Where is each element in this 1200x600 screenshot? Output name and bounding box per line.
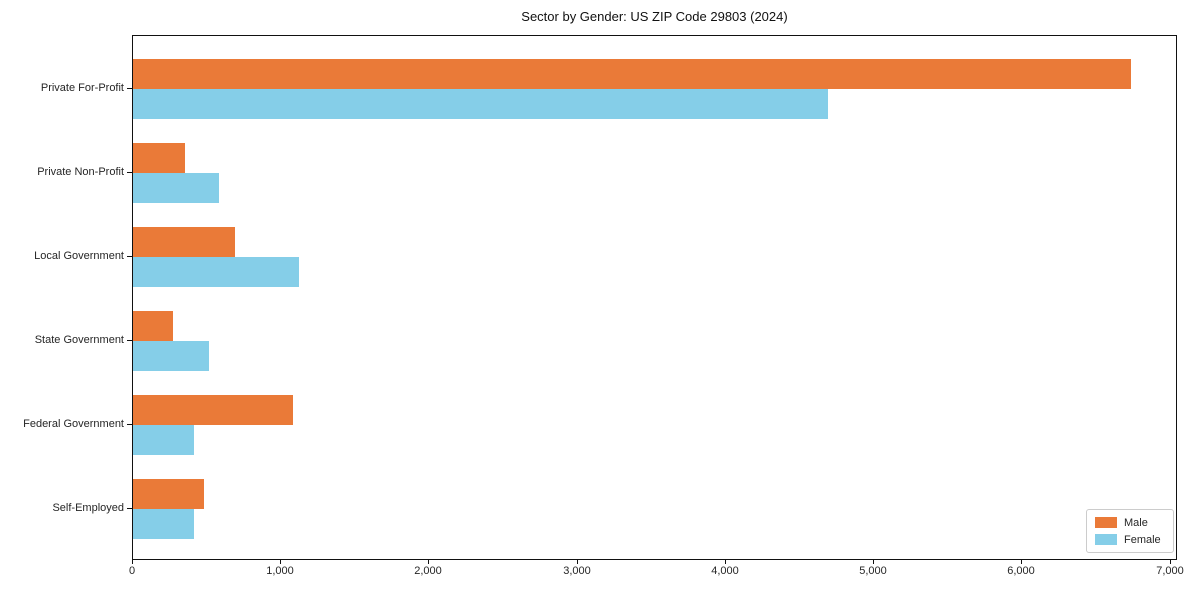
y-axis-label-private-non-profit: Private Non-Profit	[37, 166, 124, 178]
legend-label: Female	[1124, 533, 1161, 546]
bar-male-local-government	[133, 227, 235, 257]
legend-swatch-female	[1095, 534, 1117, 545]
x-tick-mark	[577, 560, 578, 564]
x-axis-tick-label: 7,000	[1156, 565, 1184, 577]
bar-male-private-non-profit	[133, 143, 185, 173]
x-tick-mark	[725, 560, 726, 564]
bar-male-self-employed	[133, 479, 204, 509]
x-axis-tick-label: 3,000	[563, 565, 591, 577]
bar-female-self-employed	[133, 509, 194, 539]
legend-entry-male: Male	[1095, 517, 1173, 529]
x-axis-tick-label: 2,000	[414, 565, 442, 577]
y-axis-label-state-government: State Government	[34, 334, 124, 346]
x-tick-mark	[873, 560, 874, 564]
bar-female-private-for-profit	[133, 89, 828, 119]
x-axis-tick-label: 4,000	[711, 565, 739, 577]
y-tick-mark	[127, 424, 132, 425]
bar-female-state-government	[133, 341, 209, 371]
bar-male-private-for-profit	[133, 59, 1131, 89]
y-axis-label-private-for-profit: Private For-Profit	[40, 82, 124, 94]
x-axis-tick-label: 0	[128, 565, 136, 577]
bar-male-federal-government	[133, 395, 293, 425]
y-axis-label-self-employed: Self-Employed	[52, 502, 124, 514]
x-tick-mark	[1021, 560, 1022, 564]
bar-male-state-government	[133, 311, 173, 341]
chart-title: Sector by Gender: US ZIP Code 29803 (202…	[521, 9, 788, 24]
bar-female-local-government	[133, 257, 299, 287]
x-tick-mark	[280, 560, 281, 564]
x-tick-mark	[132, 560, 133, 564]
y-tick-mark	[127, 508, 132, 509]
x-axis-tick-label: 1,000	[266, 565, 294, 577]
plot-area	[132, 35, 1177, 560]
legend-label: Male	[1124, 516, 1148, 529]
legend-entry-female: Female	[1095, 534, 1173, 546]
bar-female-private-non-profit	[133, 173, 219, 203]
legend: Male Female	[1086, 509, 1174, 553]
x-axis-tick-label: 5,000	[859, 565, 887, 577]
y-axis-label-local-government: Local Government	[34, 250, 124, 262]
x-tick-mark	[1170, 560, 1171, 564]
legend-swatch-male	[1095, 517, 1117, 528]
y-tick-mark	[127, 172, 132, 173]
x-axis-tick-label: 6,000	[1007, 565, 1035, 577]
x-tick-mark	[428, 560, 429, 564]
bar-female-federal-government	[133, 425, 194, 455]
y-tick-mark	[127, 340, 132, 341]
y-tick-mark	[127, 88, 132, 89]
y-tick-mark	[127, 256, 132, 257]
y-axis-label-federal-government: Federal Government	[23, 418, 124, 430]
